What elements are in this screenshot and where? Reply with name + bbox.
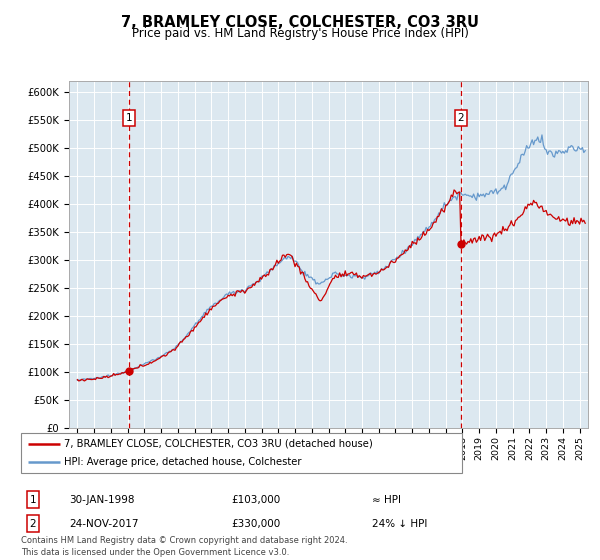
Text: 24-NOV-2017: 24-NOV-2017: [69, 519, 139, 529]
Text: 30-JAN-1998: 30-JAN-1998: [69, 494, 134, 505]
Text: £330,000: £330,000: [231, 519, 280, 529]
Text: 7, BRAMLEY CLOSE, COLCHESTER, CO3 3RU (detached house): 7, BRAMLEY CLOSE, COLCHESTER, CO3 3RU (d…: [64, 439, 373, 449]
Text: ≈ HPI: ≈ HPI: [372, 494, 401, 505]
Text: HPI: Average price, detached house, Colchester: HPI: Average price, detached house, Colc…: [64, 458, 302, 467]
Text: 24% ↓ HPI: 24% ↓ HPI: [372, 519, 427, 529]
Text: 7, BRAMLEY CLOSE, COLCHESTER, CO3 3RU: 7, BRAMLEY CLOSE, COLCHESTER, CO3 3RU: [121, 15, 479, 30]
Text: 1: 1: [125, 113, 132, 123]
Text: Contains HM Land Registry data © Crown copyright and database right 2024.
This d: Contains HM Land Registry data © Crown c…: [21, 536, 347, 557]
Text: Price paid vs. HM Land Registry's House Price Index (HPI): Price paid vs. HM Land Registry's House …: [131, 27, 469, 40]
Text: 2: 2: [29, 519, 37, 529]
Text: 2: 2: [457, 113, 464, 123]
Text: £103,000: £103,000: [231, 494, 280, 505]
Text: 1: 1: [29, 494, 37, 505]
